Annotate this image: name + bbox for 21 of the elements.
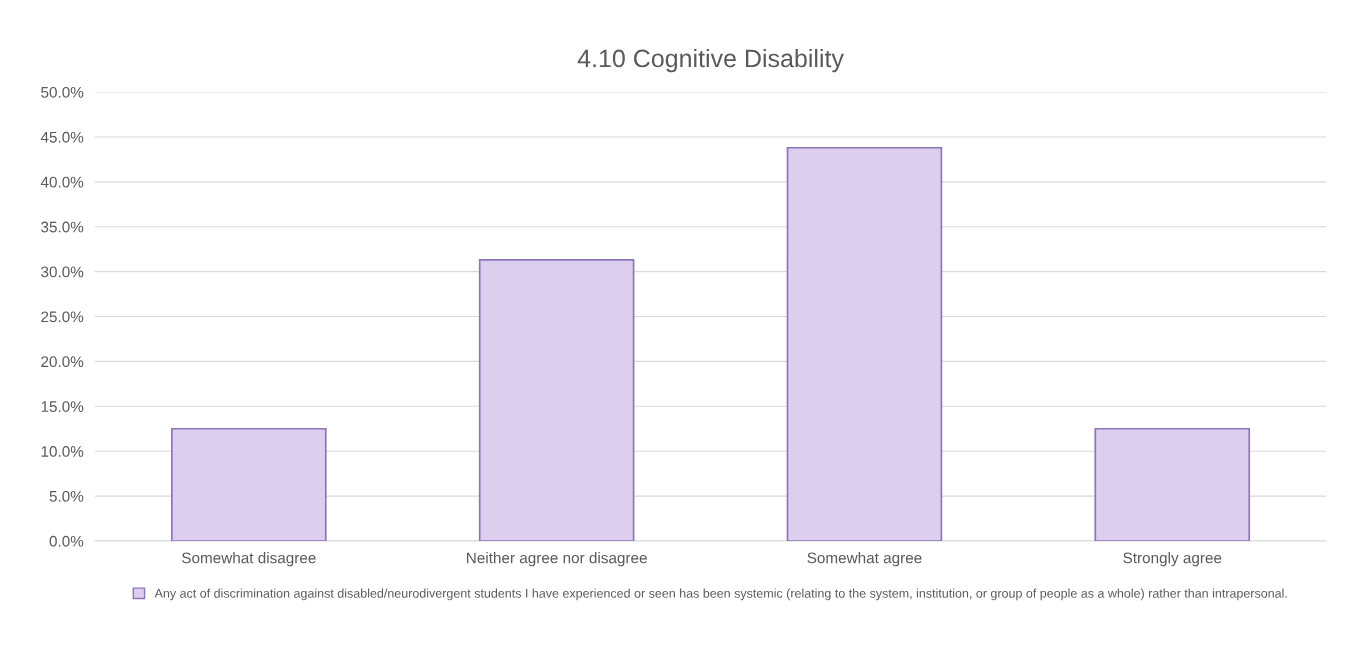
y-tick-label: 30.0% — [41, 266, 84, 278]
bar — [1094, 427, 1251, 541]
bar — [786, 146, 943, 541]
bar — [171, 427, 327, 541]
y-tick-label: 25.0% — [41, 311, 84, 323]
y-tick-label: 35.0% — [41, 221, 84, 233]
y-tick-label: 0.0% — [49, 535, 84, 547]
y-tick-label: 45.0% — [40, 131, 84, 143]
y-tick-label: 50.0% — [41, 86, 84, 98]
y-tick-label: 5.0% — [49, 490, 84, 502]
legend-label: Any act of discrimination against disabled/neurodivergent students I have experienced or seen has been systemic (relating to the system, institution, or group of people as a whole) rather than intrapersonal. — [154, 588, 1287, 601]
x-tick-label: Neither agree nor disagree — [467, 552, 647, 567]
x-tick-label: Strongly agree — [1123, 552, 1222, 567]
y-tick-label: 40.0% — [40, 176, 84, 188]
y-tick-label: 15.0% — [41, 401, 84, 412]
y-tick-label: 20.0% — [41, 356, 84, 368]
x-tick-label: Somewhat disagree — [182, 552, 316, 567]
x-tick-label: Somewhat agree — [807, 552, 922, 567]
chart-title: 4.10 Cognitive Disability — [577, 48, 844, 73]
bar — [478, 259, 635, 541]
y-tick-label: 10.0% — [41, 446, 84, 457]
